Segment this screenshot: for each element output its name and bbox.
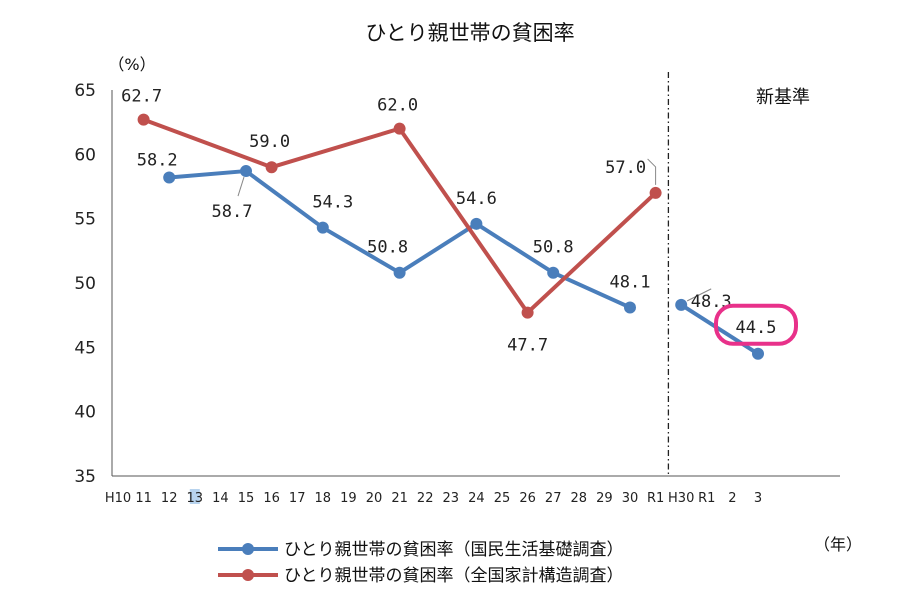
legend: ひとり親世帯の貧困率（国民生活基礎調査） ひとり親世帯の貧困率（全国家計構造調査）: [218, 540, 624, 586]
y-tick-label: 65: [74, 81, 96, 101]
data-point: [163, 171, 176, 184]
label-leader: [237, 176, 245, 197]
axes: 35 40 45 50 55 60 65 H10 11 12 13 14 15 16 17 18 19 20 21 2…: [74, 72, 840, 506]
data-label: 48.1: [610, 272, 651, 292]
x-tick-label: 3: [754, 491, 762, 506]
legend-marker-2: [242, 569, 254, 581]
x-tick-label: 27: [545, 491, 562, 506]
data-point: [752, 347, 764, 360]
x-tick-label: 28: [571, 491, 588, 506]
data-label: 62.7: [121, 87, 162, 107]
data-point: [393, 266, 406, 279]
data-label: 58.2: [137, 150, 178, 170]
x-tick-label: 15: [238, 491, 255, 506]
x-tick-highlight: [189, 489, 200, 504]
data-point: [393, 122, 406, 135]
data-point: [521, 306, 534, 319]
data-point: [649, 186, 662, 199]
data-label: 58.7: [212, 202, 253, 222]
legend-marker-1: [242, 543, 254, 555]
y-tick-label: 50: [74, 274, 96, 294]
new-standard-label: 新基準: [756, 87, 810, 108]
x-tick-label: 2: [728, 491, 736, 506]
x-tick-label: 19: [340, 491, 357, 506]
data-label: 57.0: [605, 158, 646, 178]
y-tick-label: 40: [74, 403, 96, 423]
x-tick-label: 29: [596, 491, 613, 506]
x-tick-label: H10: [105, 491, 131, 506]
label-leader: [647, 158, 657, 185]
x-tick-label: 25: [494, 491, 511, 506]
x-tick-label: 24: [468, 491, 485, 506]
data-label: 47.7: [507, 336, 548, 356]
data-point: [137, 113, 150, 126]
data-point: [316, 221, 329, 234]
x-tick-label: 14: [212, 491, 229, 506]
data-point: [675, 298, 688, 311]
x-tick-label: R1: [698, 491, 715, 506]
x-tick-label: 17: [289, 491, 306, 506]
data-point: [265, 161, 278, 174]
x-tick-label: 11: [135, 491, 152, 506]
data-point: [240, 165, 252, 178]
x-tick-label: R1: [647, 491, 664, 506]
x-tick-label: 12: [161, 491, 178, 506]
y-tick-label: 35: [74, 467, 96, 487]
x-tick-label: 16: [263, 491, 280, 506]
data-label: 62.0: [377, 96, 418, 116]
data-point: [470, 217, 483, 230]
legend-label-1: ひとり親世帯の貧困率（国民生活基礎調査）: [284, 540, 624, 560]
highlight-ring: [714, 303, 798, 346]
x-tick-label: H30: [668, 491, 694, 506]
data-label: 50.8: [533, 238, 574, 258]
data-label: 48.3: [691, 292, 732, 312]
y-axis-unit: （%）: [108, 55, 155, 74]
data-label: 50.8: [367, 238, 408, 258]
data-label: 54.3: [312, 193, 353, 213]
x-tick-label: 13: [187, 491, 204, 506]
x-tick-label: 20: [366, 491, 383, 506]
data-label: 59.0: [249, 132, 290, 152]
x-tick-label: 22: [417, 491, 434, 506]
x-tick-label: 18: [315, 491, 332, 506]
y-tick-label: 45: [74, 338, 96, 358]
data-label: 44.5: [736, 318, 777, 338]
data-label: 54.6: [456, 189, 497, 209]
y-tick-label: 60: [74, 145, 96, 165]
data-point: [547, 266, 560, 279]
x-tick-label: 23: [443, 491, 460, 506]
chart-title: ひとり親世帯の貧困率: [365, 21, 574, 45]
x-axis-unit: （年）: [814, 535, 862, 554]
data-point: [624, 301, 636, 314]
plot-area: 58.2 58.7 54.3 50.8 54.6 50.8 48.1 48.344.5 62.7…: [121, 87, 798, 360]
x-tick-label: 30: [622, 491, 639, 506]
label-leader: [686, 288, 712, 302]
x-tick-label: 21: [391, 491, 408, 506]
legend-label-2: ひとり親世帯の貧困率（全国家計構造調査）: [284, 566, 624, 586]
x-tick-label: 26: [519, 491, 536, 506]
y-tick-label: 55: [74, 210, 96, 230]
